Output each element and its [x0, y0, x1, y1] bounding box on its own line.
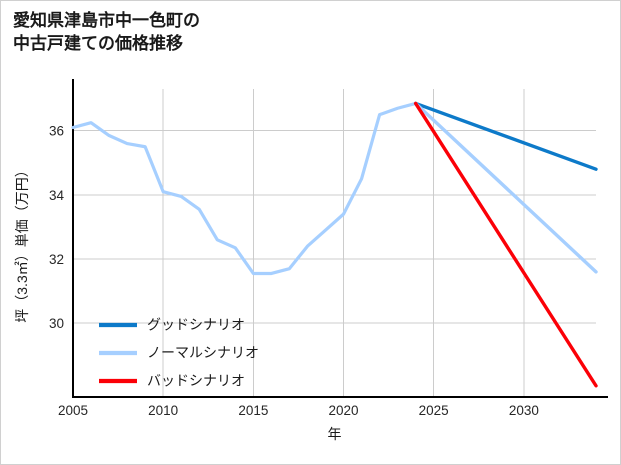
chart-title: 愛知県津島市中一色町の 中古戸建ての価格推移 [13, 11, 200, 54]
x-tick-label: 2015 [238, 403, 268, 418]
x-tick-label: 2030 [509, 403, 539, 418]
y-tick-label: 34 [49, 188, 65, 203]
x-tick-label: 2005 [58, 403, 88, 418]
data-series-group [71, 101, 598, 388]
y-tick-label: 36 [49, 124, 64, 139]
legend-label: ノーマルシナリオ [147, 345, 259, 361]
legend-label: グッドシナリオ [147, 317, 245, 333]
x-tick-label: 2025 [419, 403, 449, 418]
x-axis-title: 年 [328, 426, 342, 442]
x-axis-tick-labels: 2005 2010 2015 2020 2025 2030 [58, 403, 539, 418]
x-tick-label: 2010 [148, 403, 178, 418]
x-tick-label: 2020 [328, 403, 358, 418]
y-tick-label: 32 [49, 252, 64, 267]
gridlines [73, 89, 596, 397]
legend-label: バッドシナリオ [147, 373, 245, 389]
series-line-bad [413, 101, 598, 388]
series-line-good [413, 101, 598, 171]
series-line-normal [71, 101, 418, 276]
series-line-normal [413, 101, 598, 274]
y-axis-tick-labels: 30 32 34 36 [49, 124, 65, 332]
axis-lines [71, 79, 608, 399]
y-tick-label: 30 [49, 316, 64, 331]
y-axis-title: 坪（3.3㎡）単価（万円） [14, 163, 30, 322]
